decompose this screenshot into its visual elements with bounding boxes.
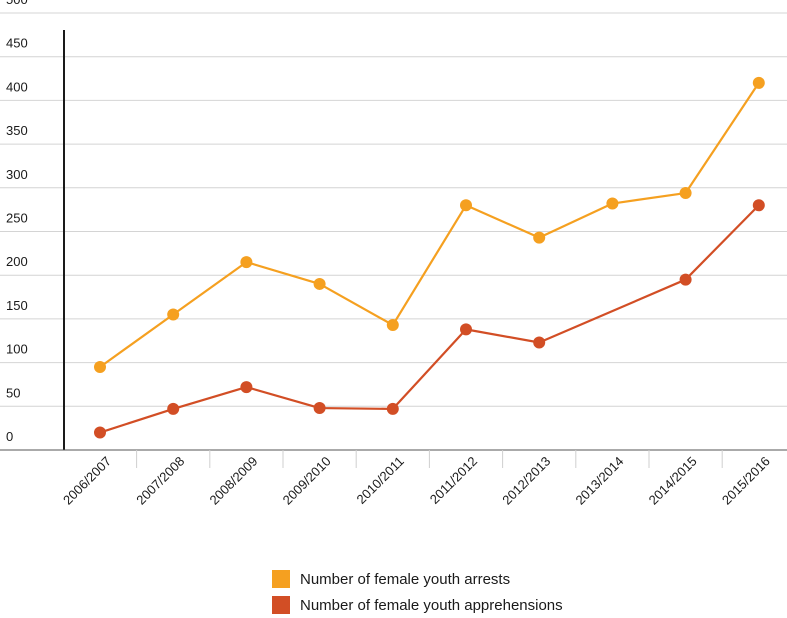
y-tick-label: 200 [6, 254, 28, 269]
data-point [167, 308, 180, 321]
data-point [386, 319, 399, 332]
y-tick-label: 350 [6, 123, 28, 138]
y-tick-label: 300 [6, 167, 28, 182]
legend-label-arrests: Number of female youth arrests [300, 570, 511, 588]
x-axis [0, 30, 787, 451]
data-point [679, 187, 692, 200]
series-line [99, 82, 760, 368]
data-point [606, 197, 619, 210]
series-layer [94, 76, 765, 439]
x-tick-label: 2011/2012 [427, 454, 480, 507]
x-tick-label: 2012/2013 [499, 454, 553, 508]
x-tick-label: 2015/2016 [719, 454, 773, 508]
legend-swatch-apprehensions [272, 596, 290, 614]
y-tick-label: 400 [6, 79, 28, 94]
y-tick-label: 500 [6, 0, 28, 7]
y-axis-ticks: 0 50 100 150 200 250 300 350 400 450 500 [6, 0, 28, 444]
line-chart: 0 50 100 150 200 250 300 350 400 450 500 2006/2007… [0, 0, 787, 508]
legend-item-apprehensions: Number of female youth apprehensions [272, 592, 563, 618]
x-tick-label: 2009/2010 [280, 454, 334, 508]
y-tick-label: 250 [6, 211, 28, 226]
legend-item-arrests: Number of female youth arrests [272, 566, 563, 592]
gridlines [0, 12, 787, 451]
x-tick-label: 2010/2011 [354, 454, 407, 507]
y-tick-label: 450 [6, 36, 28, 51]
data-point [460, 199, 472, 212]
y-tick-label: 0 [6, 429, 13, 444]
x-tick-label: 2008/2009 [206, 454, 260, 508]
legend-label-apprehensions: Number of female youth apprehensions [300, 596, 563, 614]
y-tick-label: 100 [6, 342, 28, 357]
series-1 [94, 199, 765, 439]
data-point [94, 426, 106, 439]
legend: Number of female youth arrests Number of… [272, 566, 563, 618]
data-point [240, 381, 253, 394]
legend-swatch-arrests [272, 570, 290, 588]
data-point [313, 402, 326, 415]
data-point [386, 402, 399, 415]
data-point [167, 402, 180, 415]
data-point [240, 256, 253, 269]
data-point [460, 323, 472, 336]
data-point [752, 76, 765, 89]
x-tick-label: 2014/2015 [646, 454, 700, 508]
x-tick-label: 2007/2008 [133, 454, 187, 508]
data-point [533, 336, 546, 349]
data-point [752, 199, 765, 212]
x-tick-label: 2006/2007 [60, 454, 114, 508]
series-0 [94, 76, 765, 373]
y-tick-label: 50 [6, 385, 20, 400]
data-point [94, 360, 106, 373]
data-point [533, 231, 546, 244]
data-point [313, 277, 326, 290]
x-axis-ticks: 2006/2007 2007/2008 2008/2009 2009/2010 2010… [60, 450, 773, 508]
x-tick-label: 2013/2014 [572, 454, 626, 508]
y-tick-label: 150 [6, 298, 28, 313]
data-point [679, 273, 692, 286]
